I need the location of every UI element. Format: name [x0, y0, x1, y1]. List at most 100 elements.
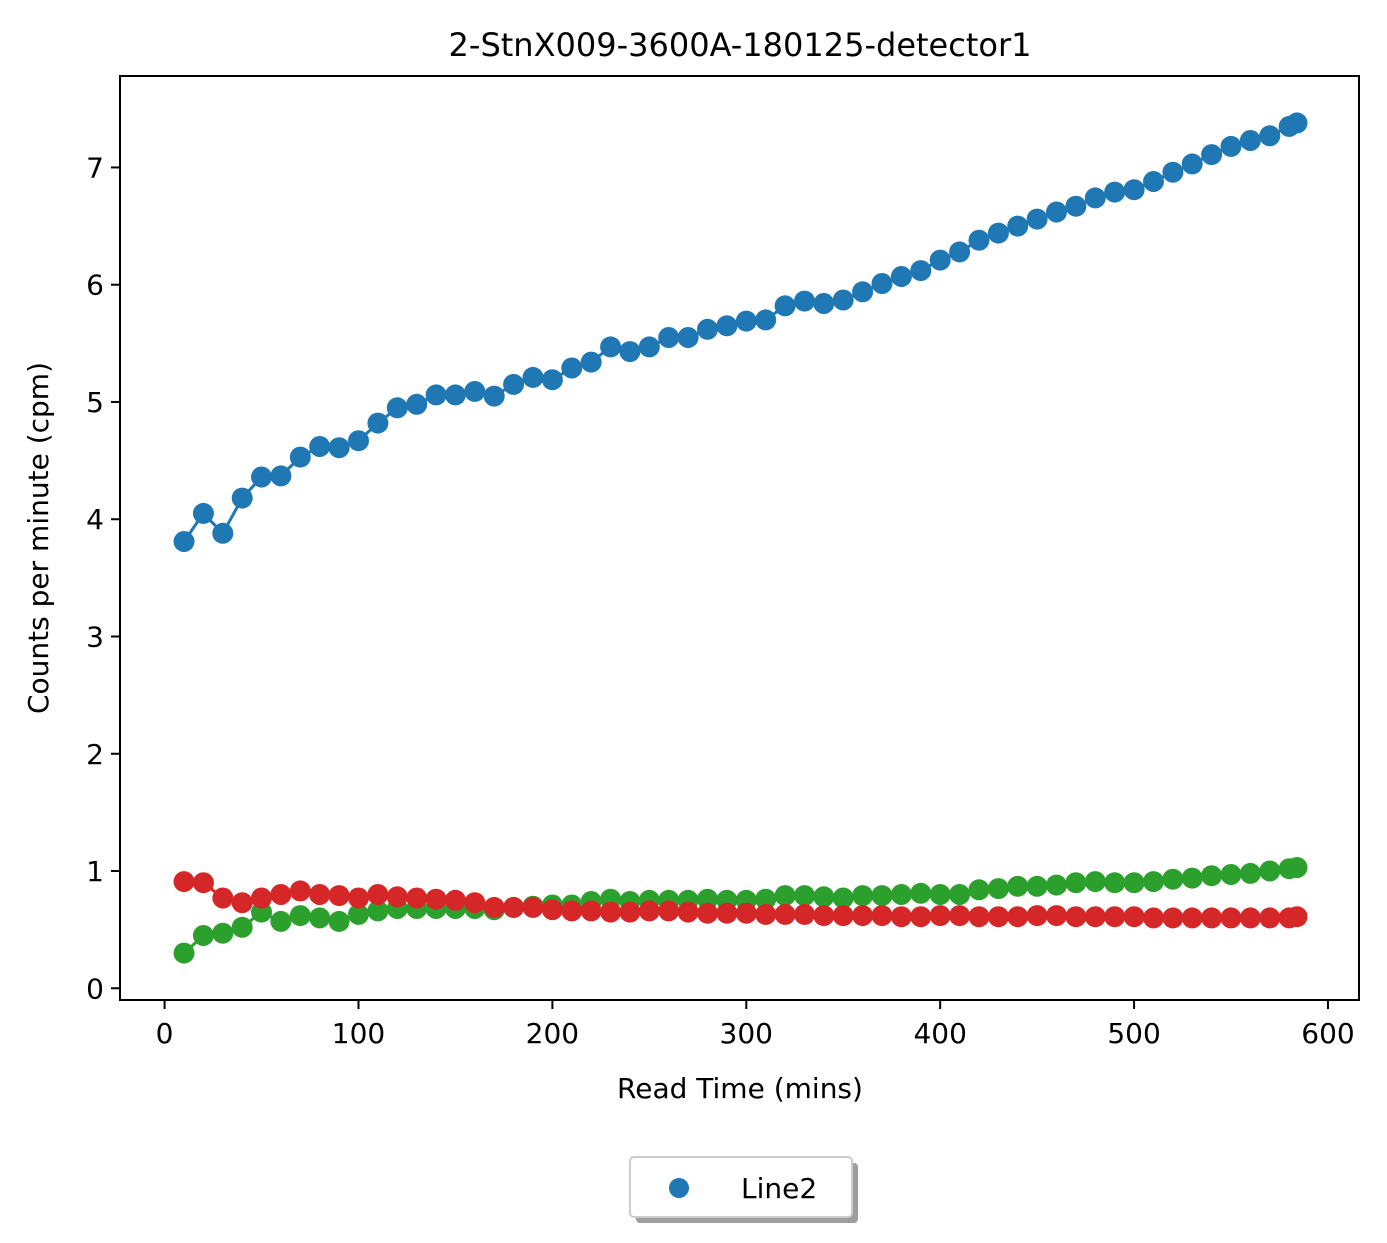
legend-marker: [669, 1178, 689, 1198]
series-2-point: [251, 887, 272, 909]
series-0-point: [1181, 153, 1203, 175]
series-0-point: [774, 295, 796, 317]
series-0-point: [1143, 171, 1164, 192]
series-1-point: [755, 888, 777, 910]
series-2-point: [735, 902, 757, 924]
series-2-point: [522, 896, 544, 918]
series-1-point: [910, 882, 932, 904]
axes: 0 100 200 300 400 500 600 0 1 2 3 4 5 6 7: [86, 151, 1355, 1050]
series-2-point: [212, 887, 234, 909]
series-2-point: [774, 903, 796, 925]
series-2-point: [658, 900, 680, 922]
series-0-point: [173, 531, 195, 552]
series-2-point: [192, 872, 214, 894]
series-1-point: [1162, 868, 1184, 890]
y-tick-label: 0: [86, 972, 104, 1005]
series-1-point: [328, 910, 350, 932]
series-0-point: [929, 249, 951, 271]
series-0-point: [852, 281, 874, 303]
series-0-point: [328, 437, 350, 459]
series-0-point: [444, 384, 466, 406]
x-axis-label: Read Time (mins): [617, 1072, 863, 1105]
series-2-point: [580, 900, 602, 922]
series-2-point: [716, 902, 738, 924]
series-0-point: [580, 351, 602, 373]
series-2-point: [987, 906, 1009, 928]
series-1-point: [212, 922, 234, 944]
series-0-point: [813, 293, 835, 314]
series-1-point: [289, 905, 311, 927]
series-2-point: [755, 903, 777, 925]
series-0-point: [425, 384, 447, 406]
series-1-point: [270, 910, 292, 932]
series-1-point: [987, 878, 1009, 900]
series-0-point: [1026, 208, 1048, 230]
series-2-point: [910, 906, 932, 928]
series-0-point: [987, 222, 1009, 244]
series-2-point: [561, 900, 583, 922]
series-0-point: [348, 430, 369, 452]
series-2-point: [1026, 905, 1048, 927]
series-0-point: [289, 446, 311, 468]
series-0-point: [832, 289, 854, 311]
series-0-point: [735, 310, 757, 332]
plot-area: [173, 112, 1308, 964]
y-tick-label: 1: [86, 855, 104, 888]
series-1-point: [871, 885, 893, 907]
series-1-point: [852, 885, 874, 907]
series-0-point: [910, 260, 932, 282]
series-2-point: [1201, 907, 1223, 929]
legend: Line2: [629, 1156, 858, 1223]
series-1-point: [1181, 867, 1203, 889]
y-tick-label: 4: [86, 503, 104, 536]
series-2-point: [1181, 907, 1203, 929]
series-0-point: [1123, 179, 1145, 201]
series-2-point: [1259, 907, 1281, 929]
series-1-point: [832, 887, 854, 909]
legend-box: [629, 1156, 853, 1218]
series-0-point: [464, 380, 486, 402]
series-1-point: [192, 925, 214, 946]
y-tick-label: 3: [86, 620, 104, 653]
series-0-point: [1065, 195, 1087, 217]
series-2-point: [1065, 906, 1087, 928]
series-0-point: [1046, 201, 1067, 223]
series-0-point: [638, 336, 660, 358]
series-2-point: [890, 906, 912, 928]
series-0-point: [251, 466, 272, 488]
series-1-point: [1084, 871, 1106, 893]
series-2-point: [309, 884, 331, 905]
series-0-point: [386, 397, 408, 419]
series-0-point: [949, 241, 971, 263]
series-2-point: [929, 905, 951, 927]
series-0-point: [794, 290, 815, 312]
series-2-point: [464, 892, 486, 914]
series-0-point: [716, 315, 738, 337]
series-2-point: [794, 903, 815, 925]
series-2-point: [173, 871, 195, 893]
series-0-point: [1286, 112, 1308, 134]
x-tick-label: 100: [332, 1017, 385, 1050]
series-2-point: [231, 892, 253, 914]
series-0-point: [367, 412, 389, 434]
series-0-point: [483, 385, 505, 407]
series-2-point: [483, 896, 505, 918]
series-1-point: [1239, 862, 1261, 884]
series-1-point: [1046, 874, 1067, 896]
series-2-point: [1084, 906, 1106, 928]
series-2-point: [367, 884, 389, 905]
series-2-point: [871, 905, 893, 927]
series-1-point: [1104, 872, 1126, 894]
series-0-point: [192, 502, 214, 524]
series-2-point: [949, 905, 971, 927]
series-0-point: [1104, 181, 1126, 203]
series-0-point: [503, 373, 525, 395]
plot-frame: [119, 75, 1360, 1001]
series-2-point: [697, 902, 718, 924]
series-1-point: [1220, 864, 1242, 885]
series-2-point: [348, 887, 369, 909]
series-1-point: [231, 916, 253, 938]
x-tick-label: 500: [1107, 1017, 1160, 1050]
series-1-point: [1143, 871, 1164, 893]
